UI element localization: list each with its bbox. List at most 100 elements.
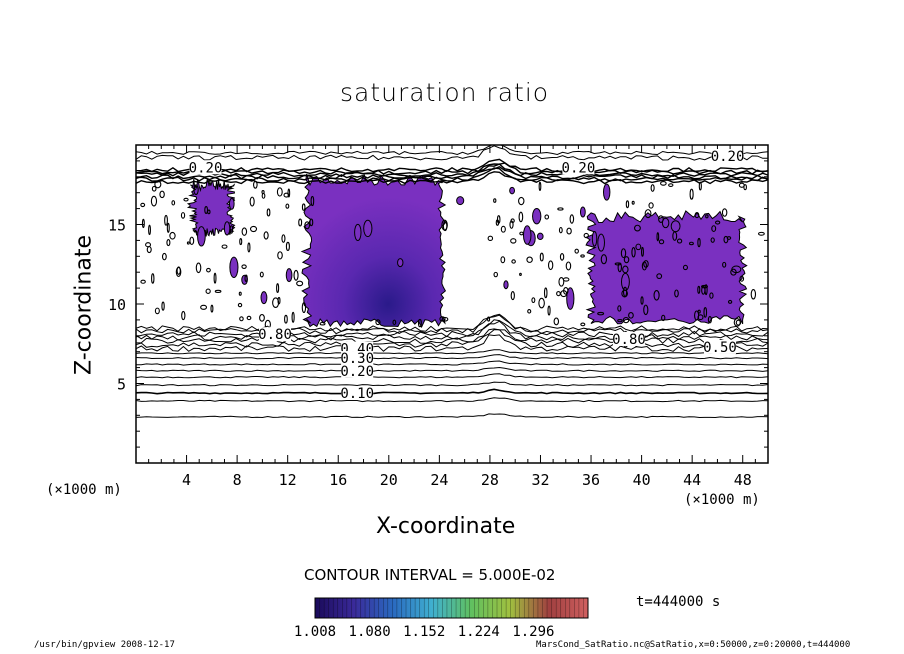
x-tick-label: 44 bbox=[683, 471, 701, 489]
contour-speck bbox=[643, 304, 649, 316]
y-tick-label: 15 bbox=[108, 217, 126, 235]
contour-speck bbox=[281, 234, 286, 243]
contour-label-bg bbox=[612, 331, 645, 346]
contour-label: 0.20 bbox=[562, 160, 596, 176]
contour-line bbox=[136, 373, 768, 379]
contour-speck bbox=[617, 305, 622, 312]
shaded-blob bbox=[354, 223, 362, 242]
contour-speck bbox=[261, 192, 266, 199]
contour-speck bbox=[509, 220, 514, 229]
contour-speck bbox=[518, 196, 525, 206]
contour-speck bbox=[707, 316, 712, 324]
contour-line bbox=[136, 413, 768, 419]
contour-speck bbox=[694, 310, 700, 321]
contour-speck bbox=[249, 225, 258, 233]
shaded-region-2 bbox=[186, 178, 236, 237]
contour-speck bbox=[674, 289, 679, 298]
contour-speck bbox=[563, 286, 569, 295]
contour-line bbox=[136, 158, 768, 173]
contour-speck bbox=[301, 203, 306, 211]
contour-speck bbox=[169, 231, 176, 240]
contour-speck bbox=[195, 262, 202, 274]
contour-line bbox=[136, 145, 768, 161]
contour-speck bbox=[711, 225, 717, 232]
contour-speck bbox=[640, 296, 644, 305]
contour-line bbox=[136, 319, 768, 338]
contour-speck bbox=[557, 207, 564, 211]
contour-label: 0.10 bbox=[340, 386, 374, 402]
contour-speck bbox=[213, 272, 217, 284]
contour-speck bbox=[730, 268, 737, 276]
contour-speck bbox=[672, 231, 678, 241]
contour-speck bbox=[140, 202, 146, 208]
contour-speck bbox=[241, 227, 248, 236]
contour-lines bbox=[136, 145, 768, 419]
contour-speck bbox=[510, 291, 515, 301]
contour-speck bbox=[623, 256, 630, 264]
shaded-blob bbox=[597, 233, 605, 252]
shaded-blob bbox=[285, 268, 293, 283]
contour-speck bbox=[597, 311, 605, 316]
contour-speck bbox=[518, 211, 524, 223]
contour-label-bg bbox=[703, 339, 736, 354]
contour-speck bbox=[151, 273, 155, 284]
contour-line bbox=[136, 388, 768, 395]
contour-speck bbox=[186, 241, 190, 245]
contour-speck bbox=[247, 242, 251, 253]
x-unit-label-right: (×1000 m) bbox=[684, 492, 760, 508]
contour-speck bbox=[739, 275, 745, 282]
contour-speck bbox=[206, 267, 211, 273]
shaded-blob bbox=[229, 256, 239, 278]
contour-speck bbox=[176, 266, 181, 275]
contour-speck bbox=[635, 243, 642, 251]
contour-label-bg bbox=[341, 351, 374, 366]
contour-speck bbox=[310, 195, 315, 207]
contour-speck bbox=[145, 242, 152, 248]
contour-speck bbox=[600, 254, 608, 265]
contour-line bbox=[136, 145, 768, 156]
contour-speck bbox=[628, 311, 634, 319]
contour-speck bbox=[656, 273, 663, 280]
contour-speck bbox=[164, 214, 168, 226]
shaded-blob bbox=[503, 280, 509, 290]
contour-speck bbox=[487, 235, 494, 242]
shaded-blob bbox=[197, 226, 206, 247]
contour-speck bbox=[634, 224, 641, 232]
contour-speck bbox=[556, 290, 561, 297]
contour-speck bbox=[493, 271, 498, 278]
x-tick-label: 36 bbox=[582, 471, 600, 489]
footer-right: MarsCond_SatRatio.nc@SatRatio,x=0:50000,… bbox=[536, 640, 851, 650]
contour-line bbox=[136, 163, 768, 178]
contour-speck bbox=[566, 227, 572, 235]
shaded-blob bbox=[509, 186, 516, 195]
contour-speck bbox=[527, 309, 532, 314]
contour-speck bbox=[283, 192, 290, 198]
contour-speck bbox=[583, 232, 589, 239]
contour-label: 0.20 bbox=[189, 160, 223, 176]
contour-label-bg bbox=[711, 149, 744, 164]
time-label: t=444000 s bbox=[636, 594, 721, 610]
contour-interval-label: CONTOUR INTERVAL = 5.000E-02 bbox=[304, 566, 556, 584]
contour-speck bbox=[539, 252, 544, 262]
shaded-blob bbox=[602, 183, 611, 201]
contour-speck bbox=[668, 183, 674, 187]
contour-speck bbox=[193, 184, 199, 196]
shaded-regions bbox=[186, 173, 748, 329]
contour-speck bbox=[689, 188, 694, 200]
x-tick-label: 24 bbox=[430, 471, 448, 489]
shaded-region-0 bbox=[300, 173, 447, 329]
x-tick-label: 20 bbox=[380, 471, 398, 489]
contour-speck bbox=[641, 261, 647, 271]
contour-speck bbox=[495, 219, 500, 226]
contour-speck bbox=[538, 297, 545, 309]
x-tick-label: 4 bbox=[182, 471, 191, 489]
contour-speck bbox=[392, 319, 397, 326]
contour-speck bbox=[682, 264, 688, 271]
contour-speck bbox=[538, 181, 542, 192]
contour-speck bbox=[166, 239, 171, 247]
contour-speck bbox=[301, 302, 307, 314]
contour-speck bbox=[276, 187, 283, 197]
contour-speck bbox=[146, 246, 152, 254]
contour-speck bbox=[644, 209, 652, 219]
contour-speck bbox=[200, 304, 208, 310]
